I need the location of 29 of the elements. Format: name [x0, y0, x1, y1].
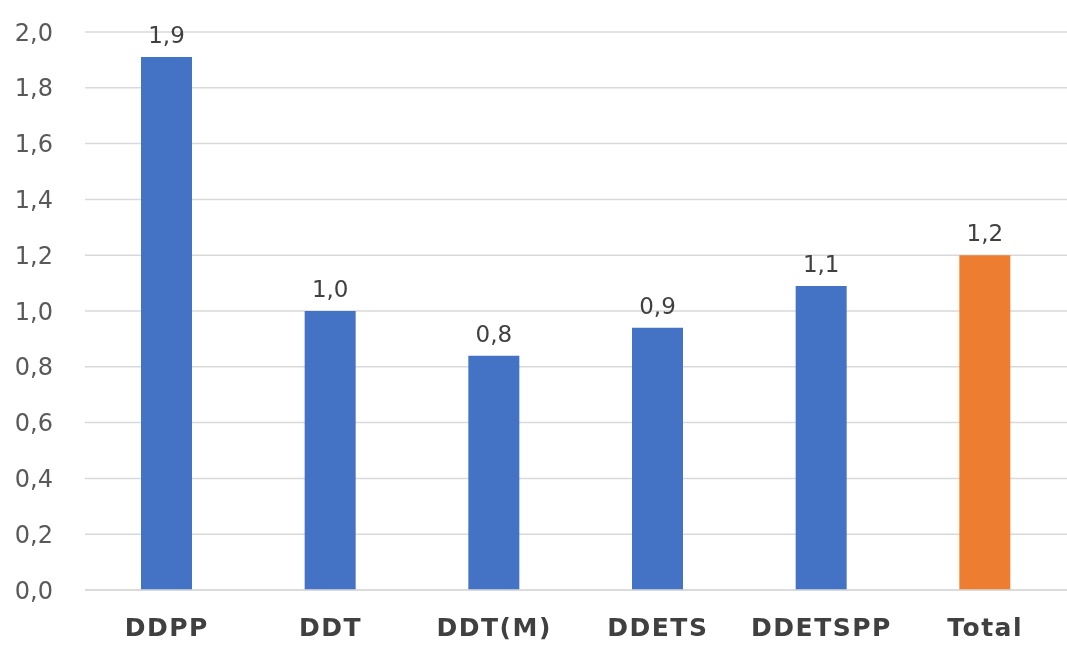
data-label: 1,9 [148, 22, 185, 49]
data-label: 1,0 [311, 276, 349, 302]
bar [141, 57, 192, 590]
x-tick-label: DDT(M) [436, 612, 552, 642]
y-tick-label: 1,4 [14, 185, 53, 214]
x-tick-label: Total [947, 612, 1024, 642]
data-label: 1,1 [802, 250, 840, 277]
x-tick-label: DDETS [607, 612, 709, 642]
bar [632, 327, 683, 590]
bar [304, 311, 356, 590]
data-label: 0,8 [475, 320, 513, 347]
y-tick-label: 0,8 [14, 353, 53, 382]
y-tick-label: 0,2 [14, 520, 53, 549]
x-tick-label: DDPP [124, 612, 209, 642]
y-tick-label: 2,0 [14, 18, 53, 47]
y-tick-label: 0,6 [14, 409, 53, 438]
x-tick-label: DDT [298, 612, 363, 642]
y-tick-label: 1,2 [14, 241, 53, 270]
y-tick-label: 1,6 [14, 130, 53, 159]
bar [468, 355, 520, 590]
y-tick-label: 0,0 [14, 576, 53, 605]
bar [959, 255, 1011, 590]
x-tick-label: DDETSPP [751, 612, 892, 642]
bar [795, 285, 847, 590]
y-tick-label: 1,8 [14, 74, 53, 103]
y-tick-label: 0,4 [14, 464, 53, 493]
y-tick-label: 1,0 [14, 297, 53, 326]
data-label: 0,9 [639, 292, 676, 319]
data-label: 1,2 [966, 220, 1004, 247]
